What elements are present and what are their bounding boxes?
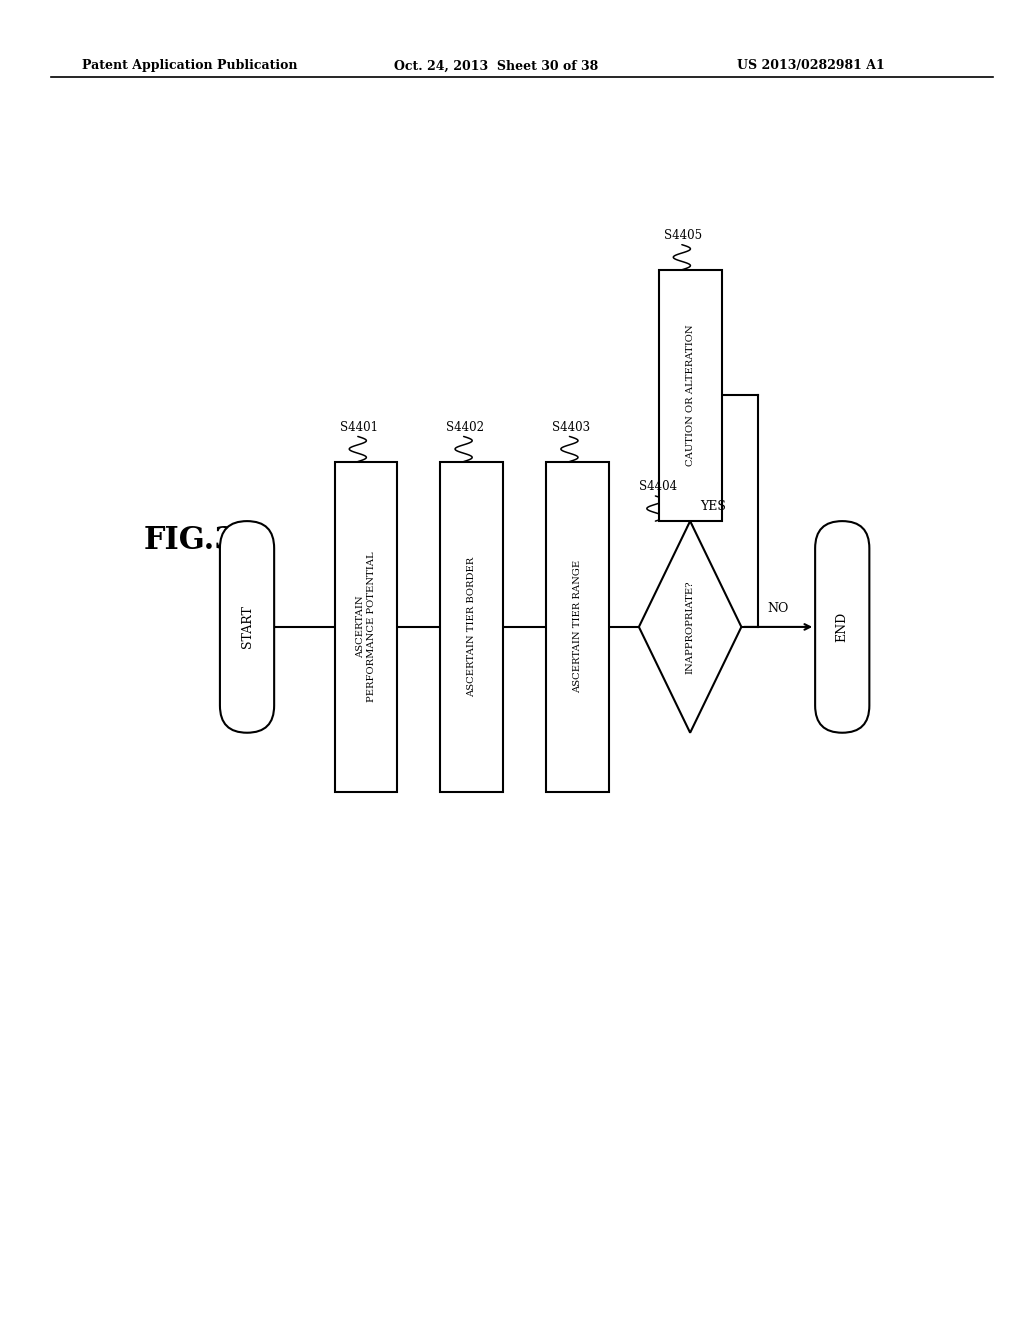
Bar — [546, 462, 609, 792]
Text: CAUTION OR ALTERATION: CAUTION OR ALTERATION — [686, 325, 694, 466]
Text: S4402: S4402 — [445, 421, 483, 434]
Text: Patent Application Publication: Patent Application Publication — [82, 59, 297, 73]
Text: US 2013/0282981 A1: US 2013/0282981 A1 — [737, 59, 885, 73]
Text: S4401: S4401 — [340, 421, 378, 434]
Text: Oct. 24, 2013  Sheet 30 of 38: Oct. 24, 2013 Sheet 30 of 38 — [394, 59, 598, 73]
FancyBboxPatch shape — [220, 521, 274, 733]
Text: ASCERTAIN TIER RANGE: ASCERTAIN TIER RANGE — [573, 561, 583, 693]
Polygon shape — [639, 521, 741, 733]
Text: NO: NO — [768, 602, 788, 615]
Bar — [335, 462, 397, 792]
Text: FIG.30: FIG.30 — [143, 525, 258, 557]
Text: START: START — [241, 606, 254, 648]
Text: ASCERTAIN TIER BORDER: ASCERTAIN TIER BORDER — [467, 557, 476, 697]
Text: S4403: S4403 — [552, 421, 590, 434]
Bar — [658, 269, 722, 521]
Text: ASCERTAIN
PERFORMANCE POTENTIAL: ASCERTAIN PERFORMANCE POTENTIAL — [356, 552, 376, 702]
Text: END: END — [836, 611, 849, 642]
Text: YES: YES — [700, 500, 726, 513]
Bar — [440, 462, 504, 792]
Text: S4405: S4405 — [664, 230, 702, 242]
Text: S4404: S4404 — [639, 480, 677, 494]
FancyBboxPatch shape — [815, 521, 869, 733]
Text: INAPPROPRIATE?: INAPPROPRIATE? — [686, 581, 694, 673]
